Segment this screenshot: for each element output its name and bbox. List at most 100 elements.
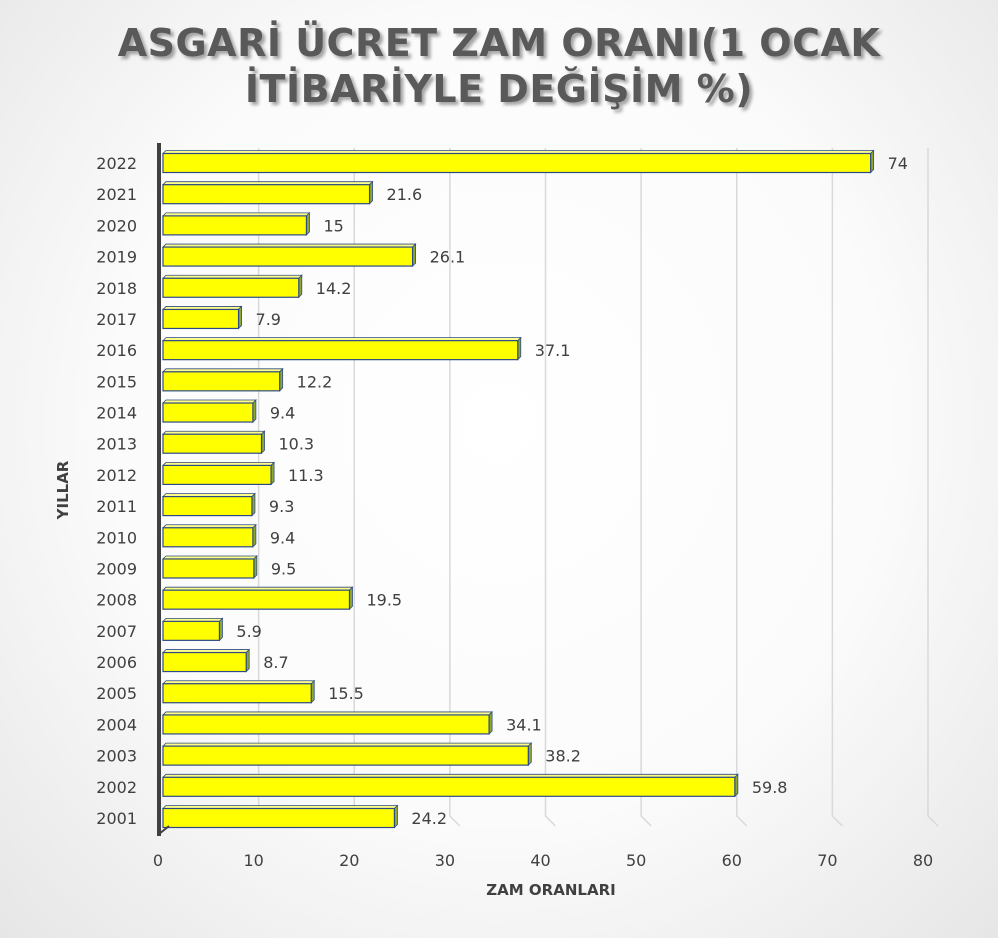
data-label-2004: 34.1 (506, 715, 542, 734)
y-tick-2011: 2011 (96, 497, 137, 516)
data-labels: 24.2 59.8 38.234.1 15.5 8.75.9 19.5 9.5 9.4 9.3 1… (236, 154, 908, 828)
y-tick-2022: 2022 (96, 154, 137, 173)
x-tick-50: 50 (626, 851, 646, 870)
data-label-2011: 9.3 (269, 497, 294, 516)
data-label-2018: 14.2 (316, 279, 352, 298)
bar-front-2009 (162, 558, 255, 579)
data-label-2020: 15 (323, 216, 343, 235)
gridlines (257, 148, 939, 827)
chart-title-line-1: ASGARİ ÜCRET ZAM ORANI(1 OCAK (117, 21, 881, 65)
data-label-2006: 8.7 (263, 653, 288, 672)
bar-2006 (162, 648, 251, 673)
chart-title: ASGARİ ÜCRET ZAM ORANI(1 OCAK İTİBARİYLE… (0, 20, 998, 112)
data-label-2015: 12.2 (297, 372, 333, 391)
bar-2002 (162, 773, 739, 798)
bar-front-2020 (162, 215, 308, 236)
data-label-2019: 26.1 (430, 248, 466, 267)
x-tick-40: 40 (530, 851, 550, 870)
bar-2009 (162, 555, 258, 579)
bar-front-2015 (162, 371, 281, 392)
y-tick-2013: 2013 (96, 435, 137, 454)
bar-2014 (162, 399, 257, 423)
y-tick-2014: 2014 (96, 404, 137, 423)
y-tick-2021: 2021 (96, 185, 137, 204)
data-label-2003: 38.2 (545, 747, 581, 766)
y-axis-title: YILLAR (54, 460, 72, 520)
bar-2019 (162, 243, 417, 268)
axes (157, 143, 170, 836)
y-tick-2010: 2010 (96, 528, 137, 547)
bar-front-2018 (162, 277, 300, 298)
bar-front-2001 (162, 807, 396, 829)
chart-title-line-2: İTİBARİYLE DEĞİŞİM %) (244, 67, 754, 111)
y-tick-2006: 2006 (96, 653, 137, 672)
gridline-40 (544, 148, 557, 827)
bar-2015 (162, 367, 284, 392)
bar-front-2003 (162, 745, 529, 766)
bar-2013 (162, 430, 266, 455)
bar-front-2016 (162, 340, 519, 361)
bar-2022 (162, 149, 875, 174)
data-label-2016: 37.1 (535, 341, 571, 360)
bar-front-2002 (162, 776, 736, 797)
bar-2004 (162, 710, 494, 735)
bar-front-2017 (162, 308, 240, 330)
y-tick-2020: 2020 (96, 216, 137, 235)
y-tick-2016: 2016 (96, 341, 137, 360)
y-tick-2003: 2003 (96, 747, 137, 766)
y-tick-labels: 2001 2002 2003 2004 2005 2006 2007 2008 2009 2010… (96, 154, 137, 828)
bar-2010 (162, 523, 257, 548)
data-label-2009: 9.5 (271, 559, 296, 578)
bar-2001 (162, 804, 399, 829)
bar-front-2010 (162, 527, 254, 548)
data-label-2005: 15.5 (328, 684, 364, 703)
y-tick-2005: 2005 (96, 684, 137, 703)
bar-2012 (162, 461, 276, 486)
bar-2016 (162, 336, 522, 361)
x-tick-10: 10 (243, 851, 263, 870)
bar-front-2014 (162, 402, 254, 423)
x-tick-20: 20 (339, 851, 359, 870)
bar-front-2012 (162, 464, 272, 486)
bar-2020 (162, 211, 311, 236)
data-label-2017: 7.9 (256, 310, 281, 329)
data-label-2002: 59.8 (752, 778, 788, 797)
bar-front-2005 (162, 683, 312, 704)
bar-2008 (162, 586, 354, 611)
y-tick-2015: 2015 (96, 372, 137, 391)
x-tick-0: 0 (153, 851, 163, 870)
x-tick-60: 60 (722, 851, 742, 870)
gridline-50 (640, 148, 652, 827)
bar-2021 (162, 180, 374, 205)
bar-2017 (162, 305, 243, 330)
x-tick-labels: 0 10 20 30 40 50 60 70 80 (153, 851, 933, 870)
y-tick-2004: 2004 (96, 715, 137, 734)
bar-2018 (162, 274, 303, 299)
data-label-2010: 9.4 (270, 528, 295, 547)
bar-front-2022 (162, 152, 872, 174)
y-tick-2012: 2012 (96, 466, 137, 485)
y-tick-2017: 2017 (96, 310, 137, 329)
bar-front-2004 (162, 714, 490, 735)
data-label-2001: 24.2 (411, 809, 447, 828)
gridline-70 (831, 148, 843, 827)
y-tick-2007: 2007 (96, 622, 137, 641)
y-tick-2002: 2002 (96, 778, 137, 797)
data-label-2022: 74 (888, 154, 908, 173)
data-label-2008: 19.5 (366, 591, 402, 610)
bar-2003 (162, 742, 533, 767)
x-tick-70: 70 (817, 851, 837, 870)
bar-front-2011 (162, 495, 253, 517)
x-tick-30: 30 (435, 851, 455, 870)
y-tick-2019: 2019 (96, 248, 137, 267)
x-axis-title: ZAM ORANLARI (486, 881, 615, 899)
bar-2007 (162, 617, 224, 642)
y-tick-2001: 2001 (96, 809, 137, 828)
data-label-2007: 5.9 (236, 622, 261, 641)
bar-front-2007 (162, 620, 221, 641)
data-label-2014: 9.4 (270, 404, 295, 423)
data-label-2012: 11.3 (288, 466, 324, 485)
data-label-2021: 21.6 (387, 185, 423, 204)
y-tick-2018: 2018 (96, 279, 137, 298)
